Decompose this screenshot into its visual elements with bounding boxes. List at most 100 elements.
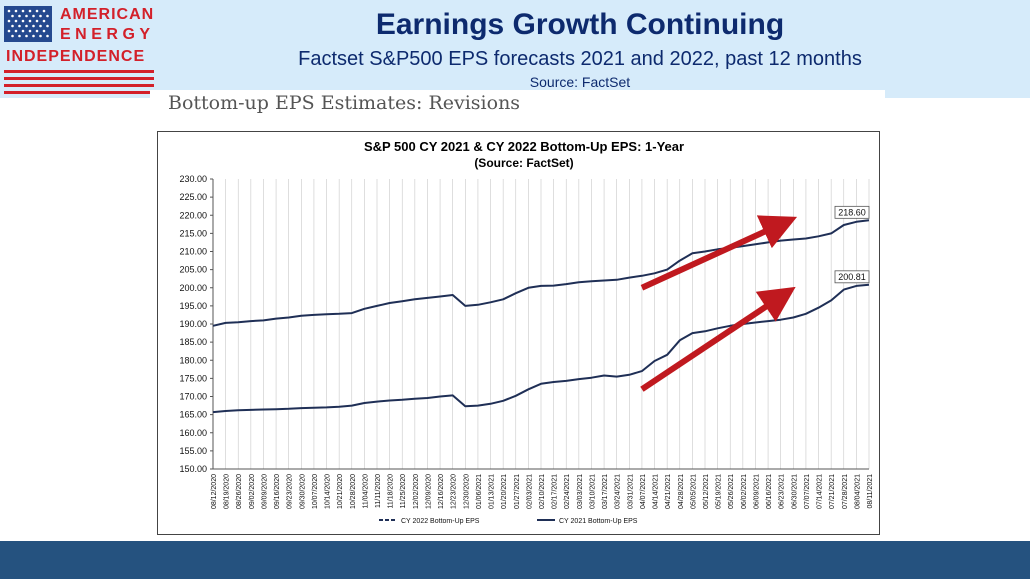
x-tick-label: 01/20/2021 (501, 474, 508, 509)
x-tick-label: 05/05/2021 (690, 474, 697, 509)
x-tick-label: 01/13/2021 (489, 474, 496, 509)
x-tick-label: 10/28/2020 (350, 474, 357, 509)
x-tick-label: 07/14/2021 (817, 474, 824, 509)
x-tick-label: 07/07/2021 (804, 474, 811, 509)
y-tick-label: 170.00 (179, 392, 207, 402)
y-tick-label: 150.00 (179, 464, 207, 474)
brand-line-3: INDEPENDENCE (6, 48, 146, 65)
footer-bar (0, 541, 1030, 579)
x-tick-label: 08/04/2021 (854, 474, 861, 509)
x-tick-label: 03/10/2021 (589, 474, 596, 509)
x-tick-label: 10/21/2020 (337, 474, 344, 509)
x-tick-label: 12/30/2020 (463, 474, 470, 509)
red-arrow-annotation (640, 215, 798, 291)
axes: 230.00 225.00 220.00 215.00 210.00 205.00 200.… (179, 174, 874, 509)
x-tick-label: 12/02/2020 (413, 474, 420, 509)
x-tick-label: 09/23/2020 (287, 474, 294, 509)
x-tick-label: 05/12/2021 (703, 474, 710, 509)
brand-line-1: AMERICAN (60, 6, 155, 23)
legend-label: CY 2022 Bottom-Up EPS (401, 518, 480, 525)
x-tick-label: 06/30/2021 (791, 474, 798, 509)
x-tick-label: 11/25/2020 (400, 474, 407, 509)
x-tick-label: 04/28/2021 (678, 474, 685, 509)
chart-legend: CY 2022 Bottom-Up EPS CY 2021 Bottom-Up E… (379, 518, 638, 525)
x-tick-label: 04/07/2021 (640, 474, 647, 509)
x-tick-label: 09/02/2020 (249, 474, 256, 509)
x-tick-label: 08/12/2020 (211, 474, 218, 509)
x-tick-label: 11/04/2020 (362, 474, 369, 509)
header-band (0, 0, 1030, 98)
x-tick-label: 09/09/2020 (261, 474, 268, 509)
y-tick-label: 155.00 (179, 446, 207, 456)
y-tick-label: 215.00 (179, 228, 207, 238)
y-tick-label: 165.00 (179, 410, 207, 420)
x-tick-label: 04/14/2021 (653, 474, 660, 509)
x-tick-label: 03/03/2021 (577, 474, 584, 509)
chart-frame (157, 131, 880, 535)
y-tick-label: 185.00 (179, 337, 207, 347)
x-tick-label: 12/16/2020 (438, 474, 445, 509)
grid-lines (212, 179, 870, 469)
y-tick-label: 160.00 (179, 428, 207, 438)
us-flag-icon (4, 6, 52, 42)
eps-line-chart: S&P 500 CY 2021 & CY 2022 Bottom-Up EPS:… (179, 139, 874, 525)
x-tick-label: 07/28/2021 (842, 474, 849, 509)
y-tick-label: 190.00 (179, 319, 207, 329)
section-label-background (150, 90, 885, 120)
x-tick-label: 04/21/2021 (665, 474, 672, 509)
brand-logo: AMERICAN ENERGY INDEPENDENCE (4, 4, 156, 94)
y-tick-label: 195.00 (179, 301, 207, 311)
page-title: Earnings Growth Continuing (375, 8, 785, 41)
x-tick-label: 02/17/2021 (552, 474, 559, 509)
end-label-box (834, 270, 870, 284)
y-tick-label: 180.00 (179, 355, 207, 365)
x-tick-label: 03/31/2021 (627, 474, 634, 509)
y-tick-label: 225.00 (179, 192, 207, 202)
x-tick-label: 09/16/2020 (274, 474, 281, 509)
x-tick-label: 01/06/2021 (476, 474, 483, 509)
x-tick-label: 08/19/2020 (224, 474, 231, 509)
x-tick-label: 08/11/2021 (867, 474, 874, 509)
y-tick-label: 205.00 (179, 265, 207, 275)
x-tick-label: 12/23/2020 (451, 474, 458, 509)
y-tick-label: 210.00 (179, 247, 207, 257)
y-tick-label: 175.00 (179, 373, 207, 383)
x-tick-label: 10/14/2020 (325, 474, 332, 509)
page-source: Source: FactSet (529, 74, 631, 90)
legend-label: CY 2021 Bottom-Up EPS (559, 518, 638, 525)
annotations (640, 215, 798, 392)
x-tick-label: 06/09/2021 (753, 474, 760, 509)
y-tick-label: 200.00 (179, 283, 207, 293)
x-tick-label: 12/09/2020 (425, 474, 432, 509)
x-tick-label: 06/16/2021 (766, 474, 773, 509)
x-tick-label: 02/10/2021 (539, 474, 546, 509)
flag-stripes-icon (4, 70, 154, 94)
y-tick-label: 220.00 (179, 210, 207, 220)
x-tick-label: 03/17/2021 (602, 474, 609, 509)
x-tick-label: 07/21/2021 (829, 474, 836, 509)
x-tick-label: 08/26/2020 (236, 474, 243, 509)
series-line-cy2021 (212, 283, 870, 414)
x-tick-label: 05/19/2021 (716, 474, 723, 509)
page-subtitle: Factset S&P500 EPS forecasts 2021 and 20… (298, 48, 862, 70)
chart-subtitle: (Source: FactSet) (474, 156, 573, 170)
brand-line-2: ENERGY (60, 26, 155, 43)
red-arrow-annotation (640, 286, 796, 392)
x-tick-label: 02/03/2021 (526, 474, 533, 509)
x-tick-label: 10/07/2020 (312, 474, 319, 509)
x-tick-label: 03/24/2021 (615, 474, 622, 509)
x-tick-label: 05/26/2021 (728, 474, 735, 509)
section-label: Bottom-up EPS Estimates: Revisions (168, 92, 521, 114)
x-tick-label: 01/27/2021 (514, 474, 521, 509)
x-tick-label: 11/11/2020 (375, 474, 382, 508)
x-tick-label: 11/18/2020 (388, 474, 395, 509)
end-value-label: 200.81 (838, 272, 866, 282)
x-tick-label: 02/24/2021 (564, 474, 571, 509)
chart-title: S&P 500 CY 2021 & CY 2022 Bottom-Up EPS:… (364, 139, 684, 154)
x-tick-label: 09/30/2020 (299, 474, 306, 509)
end-value-label: 218.60 (838, 207, 866, 217)
x-tick-label: 06/23/2021 (779, 474, 786, 509)
y-tick-label: 230.00 (179, 174, 207, 184)
x-tick-label: 06/02/2021 (741, 474, 748, 509)
end-label-box (834, 205, 870, 219)
